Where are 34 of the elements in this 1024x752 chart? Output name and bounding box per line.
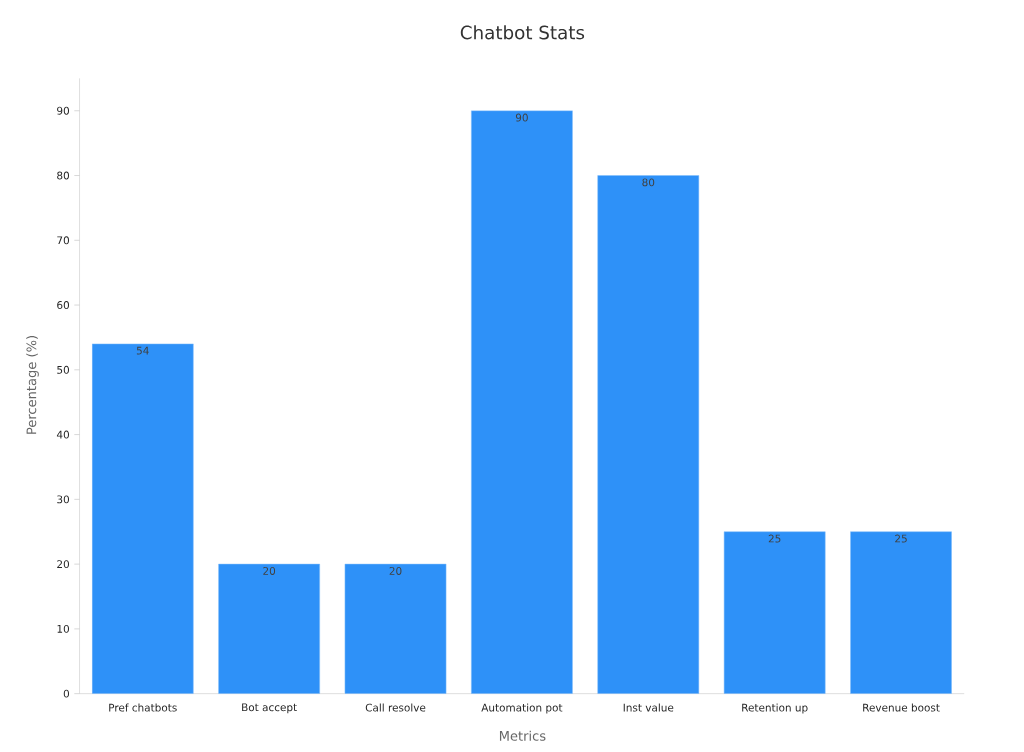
chart-title: Chatbot Stats [460, 25, 585, 40]
y-tick-label: 70 [57, 236, 70, 245]
bar [850, 531, 952, 694]
y-tick-label: 50 [57, 365, 70, 374]
data-label: 25 [895, 534, 907, 543]
bar [471, 110, 573, 694]
y-tick-label: 20 [57, 559, 70, 568]
y-tick-label: 10 [57, 624, 70, 633]
y-tick-label: 60 [57, 300, 70, 309]
data-label: 20 [263, 566, 276, 575]
bar [218, 563, 320, 694]
y-tick-label: 30 [57, 495, 70, 504]
data-label: 54 [136, 346, 149, 355]
bar [597, 175, 700, 694]
data-label: 25 [768, 534, 781, 543]
y-tick-label: 90 [57, 106, 70, 115]
x-tick-label: Retention up [742, 703, 808, 714]
bar [344, 563, 447, 694]
y-tick-label: 40 [56, 430, 70, 439]
y-axis-title: Percentage (%) [26, 335, 39, 434]
data-label: 80 [642, 178, 655, 187]
x-axis-title: Metrics [499, 730, 546, 741]
x-tick-label: Bot accept [242, 703, 297, 714]
y-tick-label: 80 [57, 171, 70, 180]
x-tick-label: Revenue boost [863, 703, 940, 712]
bar [91, 343, 194, 694]
y-tick-label: 0 [63, 689, 70, 698]
x-tick-label: Pref chatbots [109, 703, 177, 712]
bar [723, 531, 826, 694]
x-tick-label: Inst value [623, 703, 674, 712]
data-label: 90 [515, 113, 528, 122]
x-tick-label: Automation pot [481, 703, 563, 714]
x-tick-label: Call resolve [365, 703, 426, 712]
data-label: 20 [389, 566, 402, 575]
